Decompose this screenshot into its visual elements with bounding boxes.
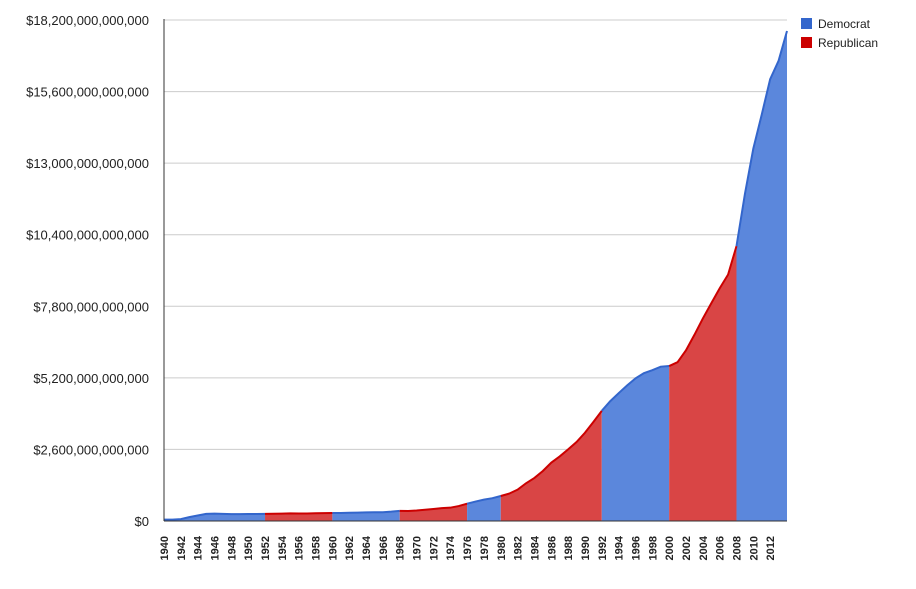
y-tick-label: $0 (135, 514, 149, 529)
area-republican-2000 (669, 246, 737, 522)
party-lines (164, 30, 788, 521)
x-tick-label: 1942 (176, 536, 188, 560)
y-tick-label: $7,800,000,000,000 (33, 299, 149, 314)
legend-swatch-democrat (801, 18, 812, 29)
y-axis-tick-labels: $0 $2,600,000,000,000 $5,200,000,000,000 $7… (26, 13, 149, 529)
x-tick-label: 1970 (412, 536, 424, 560)
area-democrat-1992 (601, 366, 670, 521)
line-democrat-1960 (332, 509, 400, 515)
x-tick-label: 1986 (546, 536, 558, 560)
x-tick-label: 1964 (361, 535, 373, 560)
area-democrat-2008 (736, 31, 787, 521)
y-tick-label: $10,400,000,000,000 (26, 228, 149, 243)
x-tick-label: 1994 (614, 535, 626, 560)
legend-swatch-republican (801, 37, 812, 48)
line-democrat-1940 (164, 512, 266, 521)
x-tick-label: 1944 (193, 535, 205, 560)
line-republican-1952 (265, 512, 333, 515)
x-tick-label: 2004 (698, 535, 710, 560)
y-tick-label: $13,000,000,000,000 (26, 156, 149, 171)
x-tick-label: 1968 (395, 536, 407, 560)
x-tick-label: 1978 (479, 536, 491, 560)
line-democrat-2008 (735, 30, 788, 247)
party-areas (164, 31, 787, 522)
x-tick-label: 1958 (311, 536, 323, 560)
x-tick-label: 1972 (428, 536, 440, 560)
legend: Democrat Republican (801, 17, 878, 50)
line-republican-1968 (399, 502, 468, 512)
line-democrat-1976 (466, 495, 502, 505)
x-tick-label: 2012 (765, 536, 777, 560)
x-axis-tick-labels: 1940 1942 1944 1946 1948 1950 1952 1954 1956 1958… (159, 535, 777, 560)
legend-label-republican: Republican (818, 36, 878, 50)
x-tick-label: 1950 (243, 536, 255, 560)
gridlines (164, 19, 787, 450)
x-tick-label: 1948 (226, 536, 238, 560)
x-tick-label: 2006 (715, 536, 727, 560)
x-tick-label: 1962 (344, 536, 356, 560)
area-republican-1980 (500, 410, 602, 521)
axes (163, 19, 787, 522)
x-tick-label: 2008 (731, 536, 743, 560)
x-tick-label: 1966 (378, 536, 390, 560)
legend-label-democrat: Democrat (818, 17, 871, 31)
y-tick-label: $18,200,000,000,000 (26, 13, 149, 28)
x-tick-label: 1976 (462, 536, 474, 560)
x-tick-label: 1946 (210, 536, 222, 560)
x-tick-label: 1940 (159, 536, 171, 560)
x-tick-label: 2000 (664, 536, 676, 560)
x-tick-label: 1988 (563, 536, 575, 560)
x-tick-label: 1992 (597, 536, 609, 560)
line-republican-2000 (668, 245, 738, 367)
line-democrat-1992 (601, 365, 670, 412)
x-tick-label: 1956 (294, 536, 306, 560)
x-tick-label: 2010 (748, 536, 760, 560)
x-tick-label: 1996 (630, 536, 642, 560)
x-tick-label: 1960 (327, 536, 339, 560)
x-tick-label: 1974 (445, 535, 457, 560)
area-democrat-1940 (164, 513, 266, 521)
x-tick-label: 1998 (647, 536, 659, 560)
x-tick-label: 1954 (277, 535, 289, 560)
y-tick-label: $2,600,000,000,000 (33, 442, 149, 457)
x-tick-label: 1982 (513, 536, 525, 560)
x-tick-label: 1990 (580, 536, 592, 560)
y-tick-label: $15,600,000,000,000 (26, 85, 149, 100)
y-tick-label: $5,200,000,000,000 (33, 371, 149, 386)
area-republican-1952 (265, 513, 333, 521)
x-tick-label: 2002 (681, 536, 693, 560)
x-tick-label: 1952 (260, 536, 272, 560)
line-republican-1980 (500, 410, 603, 497)
x-tick-label: 1980 (496, 536, 508, 560)
x-tick-label: 1984 (529, 535, 541, 560)
